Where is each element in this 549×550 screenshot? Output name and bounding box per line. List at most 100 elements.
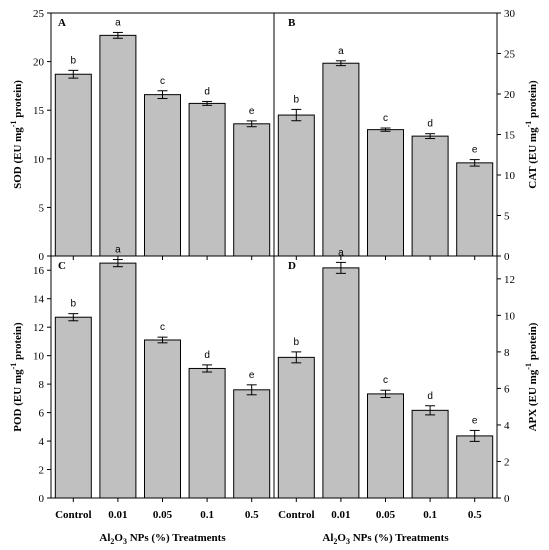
bar (188, 367, 226, 499)
bar (99, 262, 137, 499)
bar (99, 34, 137, 257)
y-tick-label: 12 (504, 274, 515, 286)
x-tick-label: 0.5 (245, 509, 259, 521)
y-tick-label: 2 (504, 456, 510, 468)
x-axis-title-part: NPs (%) Treatments (350, 532, 449, 544)
y-tick-label: 2 (39, 465, 45, 477)
y-tick-label: 5 (504, 211, 510, 223)
y-tick-label: 5 (39, 202, 45, 214)
y-tick-label: 4 (39, 436, 45, 448)
y-tick-label: 30 (504, 8, 516, 20)
x-axis-title-sub: 3 (123, 537, 127, 546)
y-axis-title-main: APX (EU mg (527, 369, 539, 431)
significance-label: c (160, 76, 165, 87)
x-axis-title-part: O (114, 532, 123, 544)
bar (144, 339, 181, 499)
significance-label: c (160, 322, 165, 333)
x-axis-title-part: O (337, 532, 346, 544)
y-tick-label: 10 (504, 310, 516, 322)
panel-letter: B (288, 17, 296, 29)
significance-label: a (338, 46, 344, 57)
x-axis-title: Al2O3 NPs (%) Treatments (99, 532, 226, 546)
y-tick-label: 20 (33, 57, 45, 69)
significance-label: c (383, 113, 388, 124)
significance-label: d (427, 119, 433, 130)
x-axis-title-part: Al (322, 532, 333, 544)
y-axis-title-post: protein) (527, 322, 539, 363)
bar (411, 135, 449, 257)
panel-b: B 0 5 10 15 20 25 30 CAT (EU mg-1 protein) b a c d e (277, 8, 539, 263)
y-tick-label: 15 (504, 130, 516, 142)
significance-label: d (204, 350, 210, 361)
panel-letter: C (58, 260, 66, 272)
bar (367, 129, 404, 257)
significance-label: b (294, 94, 300, 105)
y-axis-title-sup: -1 (9, 363, 18, 370)
x-tick-label: 0.1 (200, 509, 214, 521)
x-axis-title-sub: 2 (333, 537, 337, 546)
significance-label: c (383, 375, 388, 386)
x-axis-title-sub: 2 (110, 537, 114, 546)
panel-c: C 0 2 4 6 8 10 12 14 16 POD (EU mg-1 protein) b Cont… (9, 245, 271, 546)
significance-label: a (115, 245, 121, 256)
significance-label: b (71, 299, 77, 310)
y-tick-label: 0 (504, 251, 510, 263)
y-tick-label: 12 (33, 322, 44, 334)
bar (322, 62, 360, 257)
y-tick-label: 0 (39, 251, 45, 263)
x-tick-label: 0.01 (331, 509, 350, 521)
y-axis-title-main: CAT (EU mg (527, 127, 539, 189)
x-axis-title-sub: 3 (346, 537, 350, 546)
panel-letter: D (288, 260, 296, 272)
bar (367, 393, 404, 499)
x-axis-title-part: Al (99, 532, 110, 544)
x-tick-label: 0.05 (376, 509, 396, 521)
x-tick-label: 0.05 (153, 509, 173, 521)
x-axis-title: Al2O3 NPs (%) Treatments (322, 532, 449, 546)
significance-label: e (472, 415, 478, 426)
significance-label: b (294, 337, 300, 348)
x-tick-label: 0.01 (108, 509, 127, 521)
significance-label: d (204, 86, 210, 97)
significance-label: e (472, 145, 478, 156)
y-axis-title-post: protein) (12, 80, 24, 121)
panel-a: A 0 5 10 15 20 25 SOD (EU mg-1 protein) b a c d e (9, 8, 271, 263)
y-axis-title: APX (EU mg-1 protein) (524, 322, 539, 431)
bar (411, 409, 449, 499)
significance-label: a (338, 247, 344, 258)
y-axis-title-sup: -1 (524, 121, 533, 128)
y-axis-title-sup: -1 (9, 121, 18, 128)
y-tick-label: 4 (504, 420, 510, 432)
significance-label: e (249, 370, 255, 381)
y-axis-title-post: protein) (527, 80, 539, 121)
y-tick-label: 10 (504, 170, 516, 182)
x-tick-label: Control (55, 509, 91, 521)
bar (54, 316, 92, 499)
bar (233, 123, 271, 257)
y-tick-label: 14 (33, 294, 45, 306)
bar (277, 356, 315, 499)
bar (456, 435, 494, 499)
y-tick-label: 20 (504, 89, 516, 101)
significance-label: a (115, 17, 121, 28)
y-tick-label: 6 (504, 383, 510, 395)
panel-letter: A (58, 17, 66, 29)
significance-label: e (249, 106, 255, 117)
bar (188, 102, 226, 257)
y-tick-label: 10 (33, 154, 45, 166)
y-axis-title: SOD (EU mg-1 protein) (9, 80, 24, 189)
y-axis-title-main: POD (EU mg (12, 369, 24, 432)
y-tick-label: 16 (33, 265, 45, 277)
y-axis-title-main: SOD (EU mg (12, 127, 24, 189)
y-tick-label: 25 (33, 8, 45, 20)
bar (322, 267, 360, 499)
y-tick-label: 0 (504, 493, 510, 505)
y-tick-label: 6 (39, 408, 45, 420)
bar (456, 162, 494, 257)
y-tick-label: 8 (39, 379, 45, 391)
y-tick-label: 10 (33, 351, 45, 363)
bar (233, 389, 271, 499)
x-tick-label: Control (278, 509, 314, 521)
y-tick-label: 0 (39, 493, 45, 505)
